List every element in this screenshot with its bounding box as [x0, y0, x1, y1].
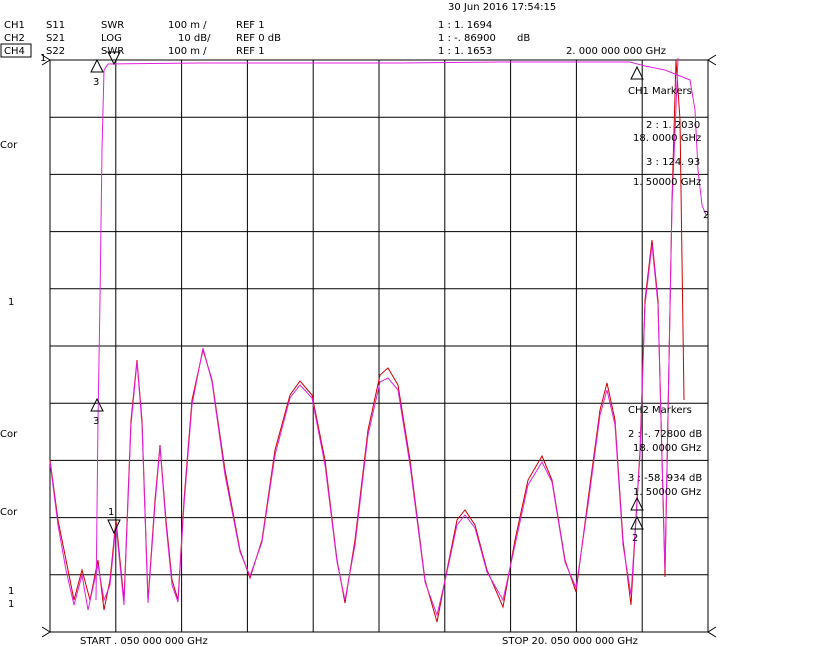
marker-triangle — [630, 496, 644, 511]
channel: CH2 — [4, 33, 25, 44]
ref-label: 1 — [8, 586, 14, 597]
marker-frequency: 1. 50000 GHz — [633, 177, 701, 188]
s22-trace — [49, 57, 679, 617]
trace-marker-label: 3 — [93, 416, 99, 427]
trace-marker-label: 3 — [93, 77, 99, 88]
format: SWR — [101, 20, 124, 31]
marker-readout: 1 : 1. 1694 — [438, 20, 492, 31]
cor-label: Cor — [0, 140, 18, 151]
cor-label: Cor — [0, 429, 18, 440]
marker-frequency: 18. 0000 GHz — [633, 133, 701, 144]
reference: REF 1 — [236, 46, 265, 57]
marker-value: 2 : 1. 2030 — [646, 120, 700, 131]
reference: REF 1 — [236, 20, 265, 31]
marker-title: CH1 Markers — [628, 86, 692, 97]
trace-marker-label: 2 — [703, 210, 709, 221]
marker-triangle — [90, 397, 104, 412]
timestamp: 30 Jun 2016 17:54:15 — [448, 2, 556, 13]
marker-triangle — [107, 51, 121, 66]
scale: 100 m / — [168, 46, 207, 57]
reference: REF 0 dB — [236, 33, 281, 44]
parameter: S11 — [46, 20, 65, 31]
scale: 100 m / — [168, 20, 207, 31]
ref-pointer — [41, 54, 51, 66]
marker-triangle — [630, 515, 644, 530]
ref-label: 1 — [8, 599, 14, 610]
stop-frequency: STOP 20. 050 000 000 GHz — [502, 636, 638, 646]
parameter: S22 — [46, 46, 65, 57]
marker-triangle — [90, 58, 104, 73]
ref-label: 1 — [40, 53, 46, 64]
marker-value: 3 : 124. 93 — [646, 157, 700, 168]
marker-triangle — [107, 519, 121, 535]
start-frequency: START . 050 000 000 GHz — [80, 636, 208, 646]
scale: 10 dB/ — [178, 33, 211, 44]
ref-pointer — [707, 626, 717, 638]
ref-pointer — [707, 54, 717, 66]
marker-value: 2 : -. 72800 dB — [628, 429, 702, 440]
frequency: 2. 000 000 000 GHz — [566, 46, 666, 57]
trace-marker-label: 1 — [108, 507, 114, 518]
unit: dB — [517, 33, 530, 44]
s11-trace — [95, 61, 707, 601]
marker-frequency: 18. 0000 GHz — [633, 443, 701, 454]
ref-pointer — [41, 626, 51, 638]
format: LOG — [101, 33, 122, 44]
channel: CH1 — [4, 20, 25, 31]
marker-value: 3 : -58. 934 dB — [628, 473, 702, 484]
marker-title: CH2 Markers — [628, 405, 692, 416]
marker-readout: 1 : 1. 1653 — [438, 46, 492, 57]
graticule — [49, 59, 709, 633]
marker-frequency: 1. 50000 GHz — [633, 487, 701, 498]
channel: CH4 — [4, 46, 25, 57]
active-channel-box — [0, 43, 32, 58]
marker-readout: 1 : -. 86900 — [438, 33, 496, 44]
parameter: S21 — [46, 33, 65, 44]
trace-marker-label: 2 — [632, 533, 638, 544]
cor-label: Cor — [0, 507, 18, 518]
ref-label: 1 — [8, 297, 14, 308]
marker-triangle — [630, 65, 644, 80]
